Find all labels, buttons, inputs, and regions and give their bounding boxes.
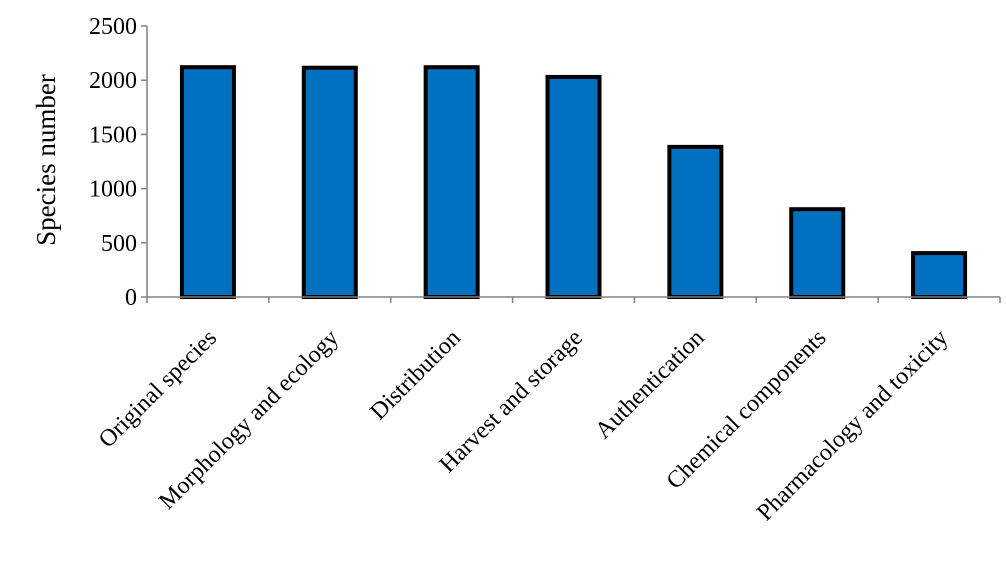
bar-3 [545, 74, 602, 299]
y-tick-label: 2500 [89, 14, 137, 40]
x-category-label: Authentication [590, 325, 709, 444]
y-tick-label: 500 [101, 231, 137, 257]
bar-5 [789, 207, 846, 299]
bar-0 [179, 65, 236, 299]
bar-6 [911, 251, 968, 300]
x-category-label: Original species [94, 325, 222, 453]
y-tick-label: 2000 [89, 68, 137, 94]
bar-1 [301, 65, 358, 300]
y-tick-label: 1000 [89, 177, 137, 203]
bar-2 [423, 65, 480, 299]
bar-4 [667, 144, 724, 299]
y-axis-title: Species number [31, 74, 61, 246]
y-axis: 0 500 1000 1500 2000 2500 [89, 14, 148, 311]
y-tick-label: 1500 [89, 122, 137, 148]
x-category-label: Distribution [365, 325, 465, 425]
y-tick-label: 0 [125, 285, 137, 311]
bars [179, 65, 968, 300]
